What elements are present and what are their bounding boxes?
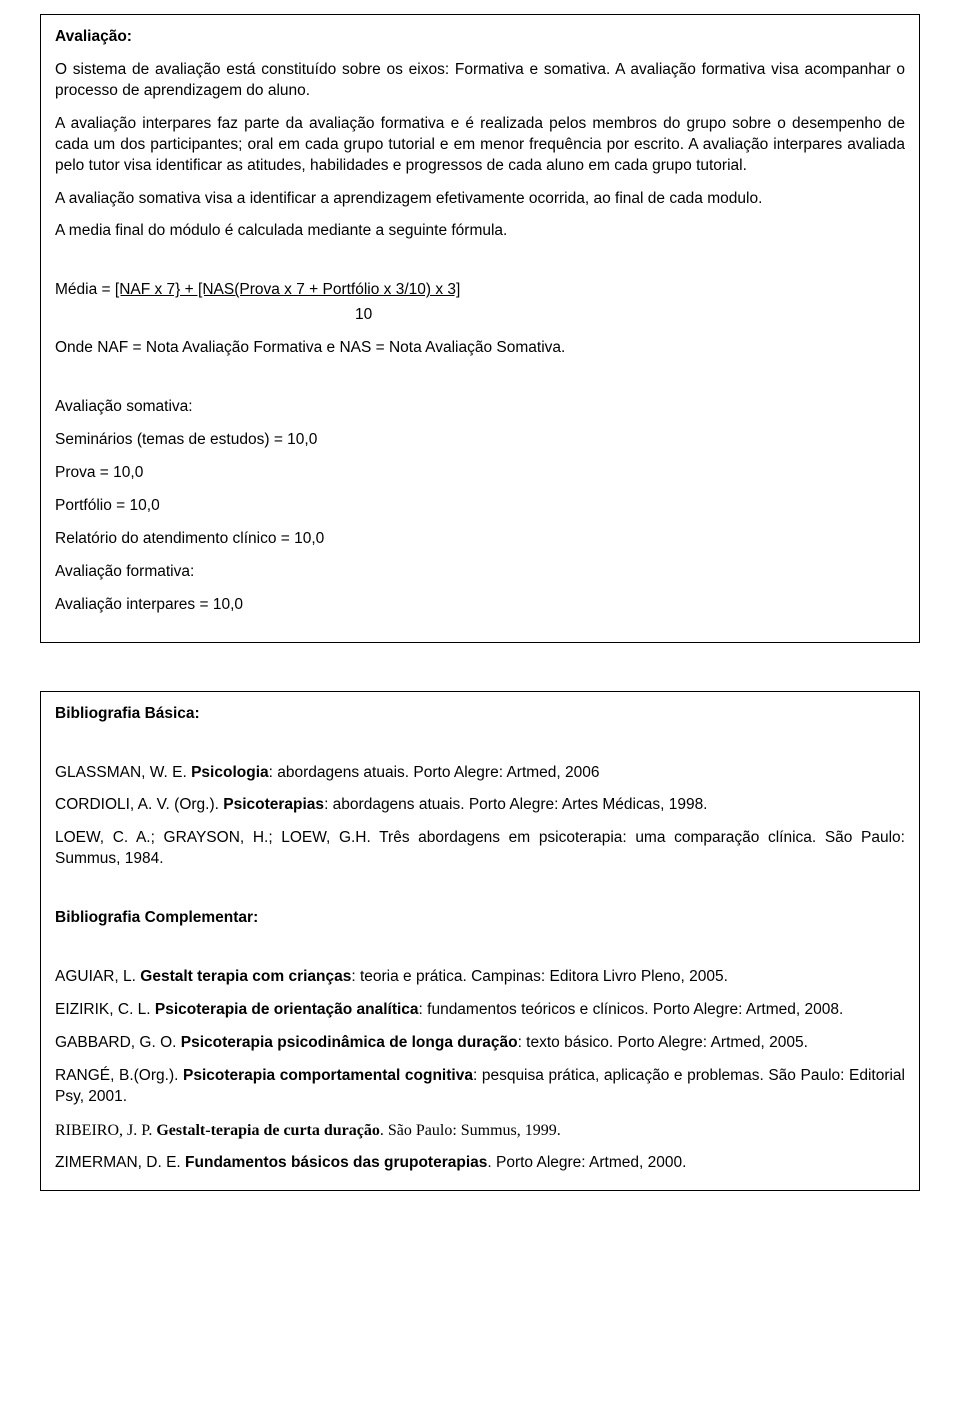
avaliacao-heading: Avaliação: xyxy=(55,27,905,48)
ref-author: ZIMERMAN, D. E. xyxy=(55,1154,185,1171)
bibliography-entry: CORDIOLI, A. V. (Org.). Psicoterapias: a… xyxy=(55,795,905,816)
ref-author: AGUIAR, L. xyxy=(55,968,140,985)
formula-numerator: [NAF x 7} + [NAS(Prova x 7 + Portfólio x… xyxy=(115,281,460,298)
ref-rest: : abordagens atuais. Porto Alegre: Artme… xyxy=(269,764,600,781)
ref-author: GLASSMAN, W. E. xyxy=(55,764,191,781)
media-formula: Média = [NAF x 7} + [NAS(Prova x 7 + Por… xyxy=(55,280,905,301)
ref-rest: : teoria e prática. Campinas: Editora Li… xyxy=(351,968,728,985)
bibliografia-basica-heading: Bibliografia Básica: xyxy=(55,704,905,725)
ref-author: RANGÉ, B.(Org.). xyxy=(55,1067,183,1084)
ref-author: RIBEIRO, J. P. xyxy=(55,1122,156,1139)
bibliography-entry: AGUIAR, L. Gestalt terapia com crianças:… xyxy=(55,967,905,988)
formula-denominator: 10 xyxy=(55,305,905,326)
avaliacao-paragraph: A avaliação interpares faz parte da aval… xyxy=(55,114,905,177)
ref-author: GABBARD, G. O. xyxy=(55,1034,181,1051)
avaliacao-formativa-heading: Avaliação formativa: xyxy=(55,562,905,583)
bibliography-entry: GABBARD, G. O. Psicoterapia psicodinâmic… xyxy=(55,1033,905,1054)
ref-rest: . São Paulo: Summus, 1999. xyxy=(380,1122,561,1139)
ref-author: EIZIRIK, C. L. xyxy=(55,1001,155,1018)
document-page: Avaliação: O sistema de avaliação está c… xyxy=(0,0,960,1406)
avaliacao-paragraph: A media final do módulo é calculada medi… xyxy=(55,221,905,242)
avaliacao-paragraph: O sistema de avaliação está constituído … xyxy=(55,60,905,102)
bibliography-entry: RIBEIRO, J. P. Gestalt-terapia de curta … xyxy=(55,1120,905,1142)
ref-rest: : fundamentos teóricos e clínicos. Porto… xyxy=(419,1001,844,1018)
formativa-item: Avaliação interpares = 10,0 xyxy=(55,595,905,616)
ref-title: Gestalt-terapia de curta duração xyxy=(156,1122,380,1139)
ref-rest: : texto básico. Porto Alegre: Artmed, 20… xyxy=(518,1034,808,1051)
ref-rest: : abordagens atuais. Porto Alegre: Artes… xyxy=(324,796,707,813)
ref-title: Fundamentos básicos das grupoterapias xyxy=(185,1154,487,1171)
ref-title: Psicoterapia psicodinâmica de longa dura… xyxy=(181,1034,518,1051)
ref-rest: . Porto Alegre: Artmed, 2000. xyxy=(487,1154,686,1171)
ref-title: Psicologia xyxy=(191,764,269,781)
somativa-item: Seminários (temas de estudos) = 10,0 xyxy=(55,430,905,451)
somativa-item: Portfólio = 10,0 xyxy=(55,496,905,517)
bibliografia-complementar-heading: Bibliografia Complementar: xyxy=(55,908,905,929)
avaliacao-section: Avaliação: O sistema de avaliação está c… xyxy=(40,14,920,643)
bibliografia-section: Bibliografia Básica: GLASSMAN, W. E. Psi… xyxy=(40,691,920,1192)
bibliography-entry: ZIMERMAN, D. E. Fundamentos básicos das … xyxy=(55,1153,905,1174)
formula-legend: Onde NAF = Nota Avaliação Formativa e NA… xyxy=(55,338,905,359)
ref-title: Psicoterapia comportamental cognitiva xyxy=(183,1067,473,1084)
formula-prefix: Média = xyxy=(55,281,115,298)
avaliacao-paragraph: A avaliação somativa visa a identificar … xyxy=(55,189,905,210)
bibliography-entry: RANGÉ, B.(Org.). Psicoterapia comportame… xyxy=(55,1066,905,1108)
bibliography-entry: LOEW, C. A.; GRAYSON, H.; LOEW, G.H. Trê… xyxy=(55,828,905,870)
bibliography-entry: EIZIRIK, C. L. Psicoterapia de orientaçã… xyxy=(55,1000,905,1021)
ref-author: CORDIOLI, A. V. (Org.). xyxy=(55,796,223,813)
ref-title: Psicoterapias xyxy=(223,796,324,813)
ref-title: Psicoterapia de orientação analítica xyxy=(155,1001,419,1018)
bibliography-entry: GLASSMAN, W. E. Psicologia: abordagens a… xyxy=(55,763,905,784)
somativa-item: Prova = 10,0 xyxy=(55,463,905,484)
somativa-item: Relatório do atendimento clínico = 10,0 xyxy=(55,529,905,550)
avaliacao-somativa-heading: Avaliação somativa: xyxy=(55,397,905,418)
ref-title: Gestalt terapia com crianças xyxy=(140,968,351,985)
